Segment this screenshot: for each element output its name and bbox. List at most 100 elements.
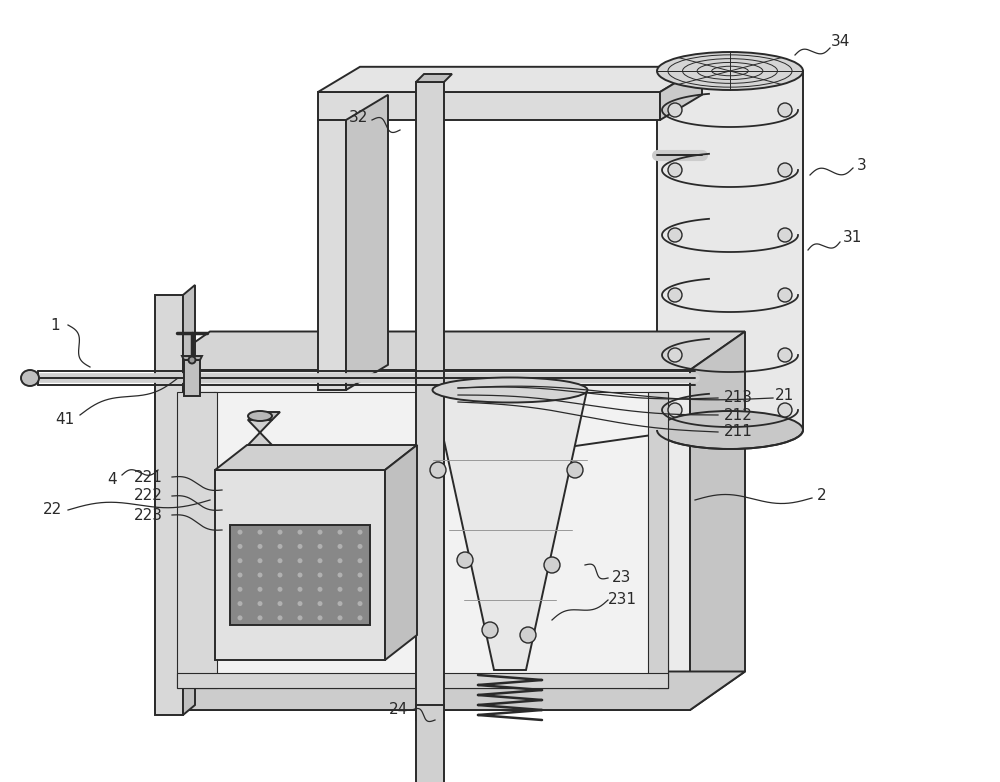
- Ellipse shape: [278, 601, 283, 606]
- Ellipse shape: [457, 552, 473, 568]
- Text: 24: 24: [388, 702, 408, 718]
- Polygon shape: [183, 285, 195, 715]
- Text: 32: 32: [348, 110, 368, 125]
- Polygon shape: [155, 370, 690, 710]
- Ellipse shape: [318, 601, 322, 606]
- Text: 212: 212: [724, 407, 752, 422]
- Ellipse shape: [657, 411, 803, 449]
- Text: 211: 211: [724, 425, 752, 439]
- Ellipse shape: [248, 411, 272, 421]
- Polygon shape: [690, 332, 745, 710]
- Ellipse shape: [258, 601, 262, 606]
- Text: 34: 34: [830, 34, 850, 49]
- Ellipse shape: [278, 558, 283, 563]
- Ellipse shape: [358, 529, 362, 535]
- Polygon shape: [318, 66, 702, 92]
- Polygon shape: [155, 672, 745, 710]
- Ellipse shape: [338, 529, 342, 535]
- Ellipse shape: [278, 586, 283, 592]
- Ellipse shape: [338, 558, 342, 563]
- Ellipse shape: [318, 544, 322, 549]
- Ellipse shape: [258, 529, 262, 535]
- Text: 4: 4: [107, 472, 117, 487]
- Ellipse shape: [668, 163, 682, 177]
- Ellipse shape: [432, 378, 588, 403]
- Ellipse shape: [358, 572, 362, 577]
- Polygon shape: [657, 71, 803, 430]
- Polygon shape: [177, 392, 668, 688]
- Ellipse shape: [778, 348, 792, 362]
- Ellipse shape: [318, 586, 322, 592]
- Polygon shape: [416, 705, 444, 782]
- Ellipse shape: [318, 529, 322, 535]
- Polygon shape: [660, 66, 702, 120]
- Ellipse shape: [544, 557, 560, 573]
- Ellipse shape: [238, 601, 242, 606]
- Ellipse shape: [238, 529, 242, 535]
- Ellipse shape: [358, 558, 362, 563]
- Ellipse shape: [778, 288, 792, 302]
- Ellipse shape: [298, 586, 302, 592]
- Ellipse shape: [238, 586, 242, 592]
- Polygon shape: [248, 412, 280, 420]
- Ellipse shape: [338, 572, 342, 577]
- Polygon shape: [184, 360, 200, 396]
- Polygon shape: [177, 673, 668, 688]
- Ellipse shape: [430, 462, 446, 478]
- Ellipse shape: [318, 615, 322, 620]
- Ellipse shape: [258, 558, 262, 563]
- Polygon shape: [385, 445, 417, 660]
- Polygon shape: [346, 95, 388, 390]
- Ellipse shape: [567, 462, 583, 478]
- Polygon shape: [318, 92, 660, 120]
- Ellipse shape: [278, 572, 283, 577]
- Ellipse shape: [338, 544, 342, 549]
- Polygon shape: [248, 420, 272, 445]
- Ellipse shape: [278, 615, 283, 620]
- Polygon shape: [648, 392, 668, 688]
- Polygon shape: [215, 445, 417, 470]
- Polygon shape: [433, 390, 587, 670]
- Ellipse shape: [358, 544, 362, 549]
- Ellipse shape: [778, 403, 792, 417]
- Ellipse shape: [338, 601, 342, 606]
- Ellipse shape: [238, 558, 242, 563]
- Ellipse shape: [358, 601, 362, 606]
- Ellipse shape: [318, 558, 322, 563]
- Text: 221: 221: [134, 469, 162, 485]
- Ellipse shape: [668, 403, 682, 417]
- Text: 22: 22: [42, 503, 62, 518]
- Ellipse shape: [298, 529, 302, 535]
- Ellipse shape: [238, 544, 242, 549]
- Polygon shape: [215, 470, 385, 660]
- Text: 223: 223: [134, 508, 162, 522]
- Ellipse shape: [258, 544, 262, 549]
- Ellipse shape: [298, 544, 302, 549]
- Ellipse shape: [188, 357, 196, 364]
- Text: 23: 23: [612, 571, 632, 586]
- Ellipse shape: [668, 348, 682, 362]
- Ellipse shape: [258, 615, 262, 620]
- Ellipse shape: [318, 572, 322, 577]
- Ellipse shape: [668, 228, 682, 242]
- Ellipse shape: [338, 615, 342, 620]
- Polygon shape: [155, 332, 745, 370]
- Polygon shape: [177, 392, 217, 688]
- Ellipse shape: [482, 622, 498, 638]
- Ellipse shape: [258, 586, 262, 592]
- Ellipse shape: [298, 601, 302, 606]
- Text: 1: 1: [50, 317, 60, 332]
- Text: 2: 2: [817, 487, 827, 503]
- Ellipse shape: [298, 558, 302, 563]
- Polygon shape: [155, 295, 183, 715]
- Ellipse shape: [520, 627, 536, 643]
- Polygon shape: [230, 525, 370, 625]
- Ellipse shape: [778, 163, 792, 177]
- Text: 213: 213: [724, 390, 753, 406]
- Text: 31: 31: [842, 231, 862, 246]
- Ellipse shape: [298, 615, 302, 620]
- Ellipse shape: [238, 615, 242, 620]
- Polygon shape: [182, 356, 202, 360]
- Text: 41: 41: [55, 412, 75, 428]
- Ellipse shape: [778, 228, 792, 242]
